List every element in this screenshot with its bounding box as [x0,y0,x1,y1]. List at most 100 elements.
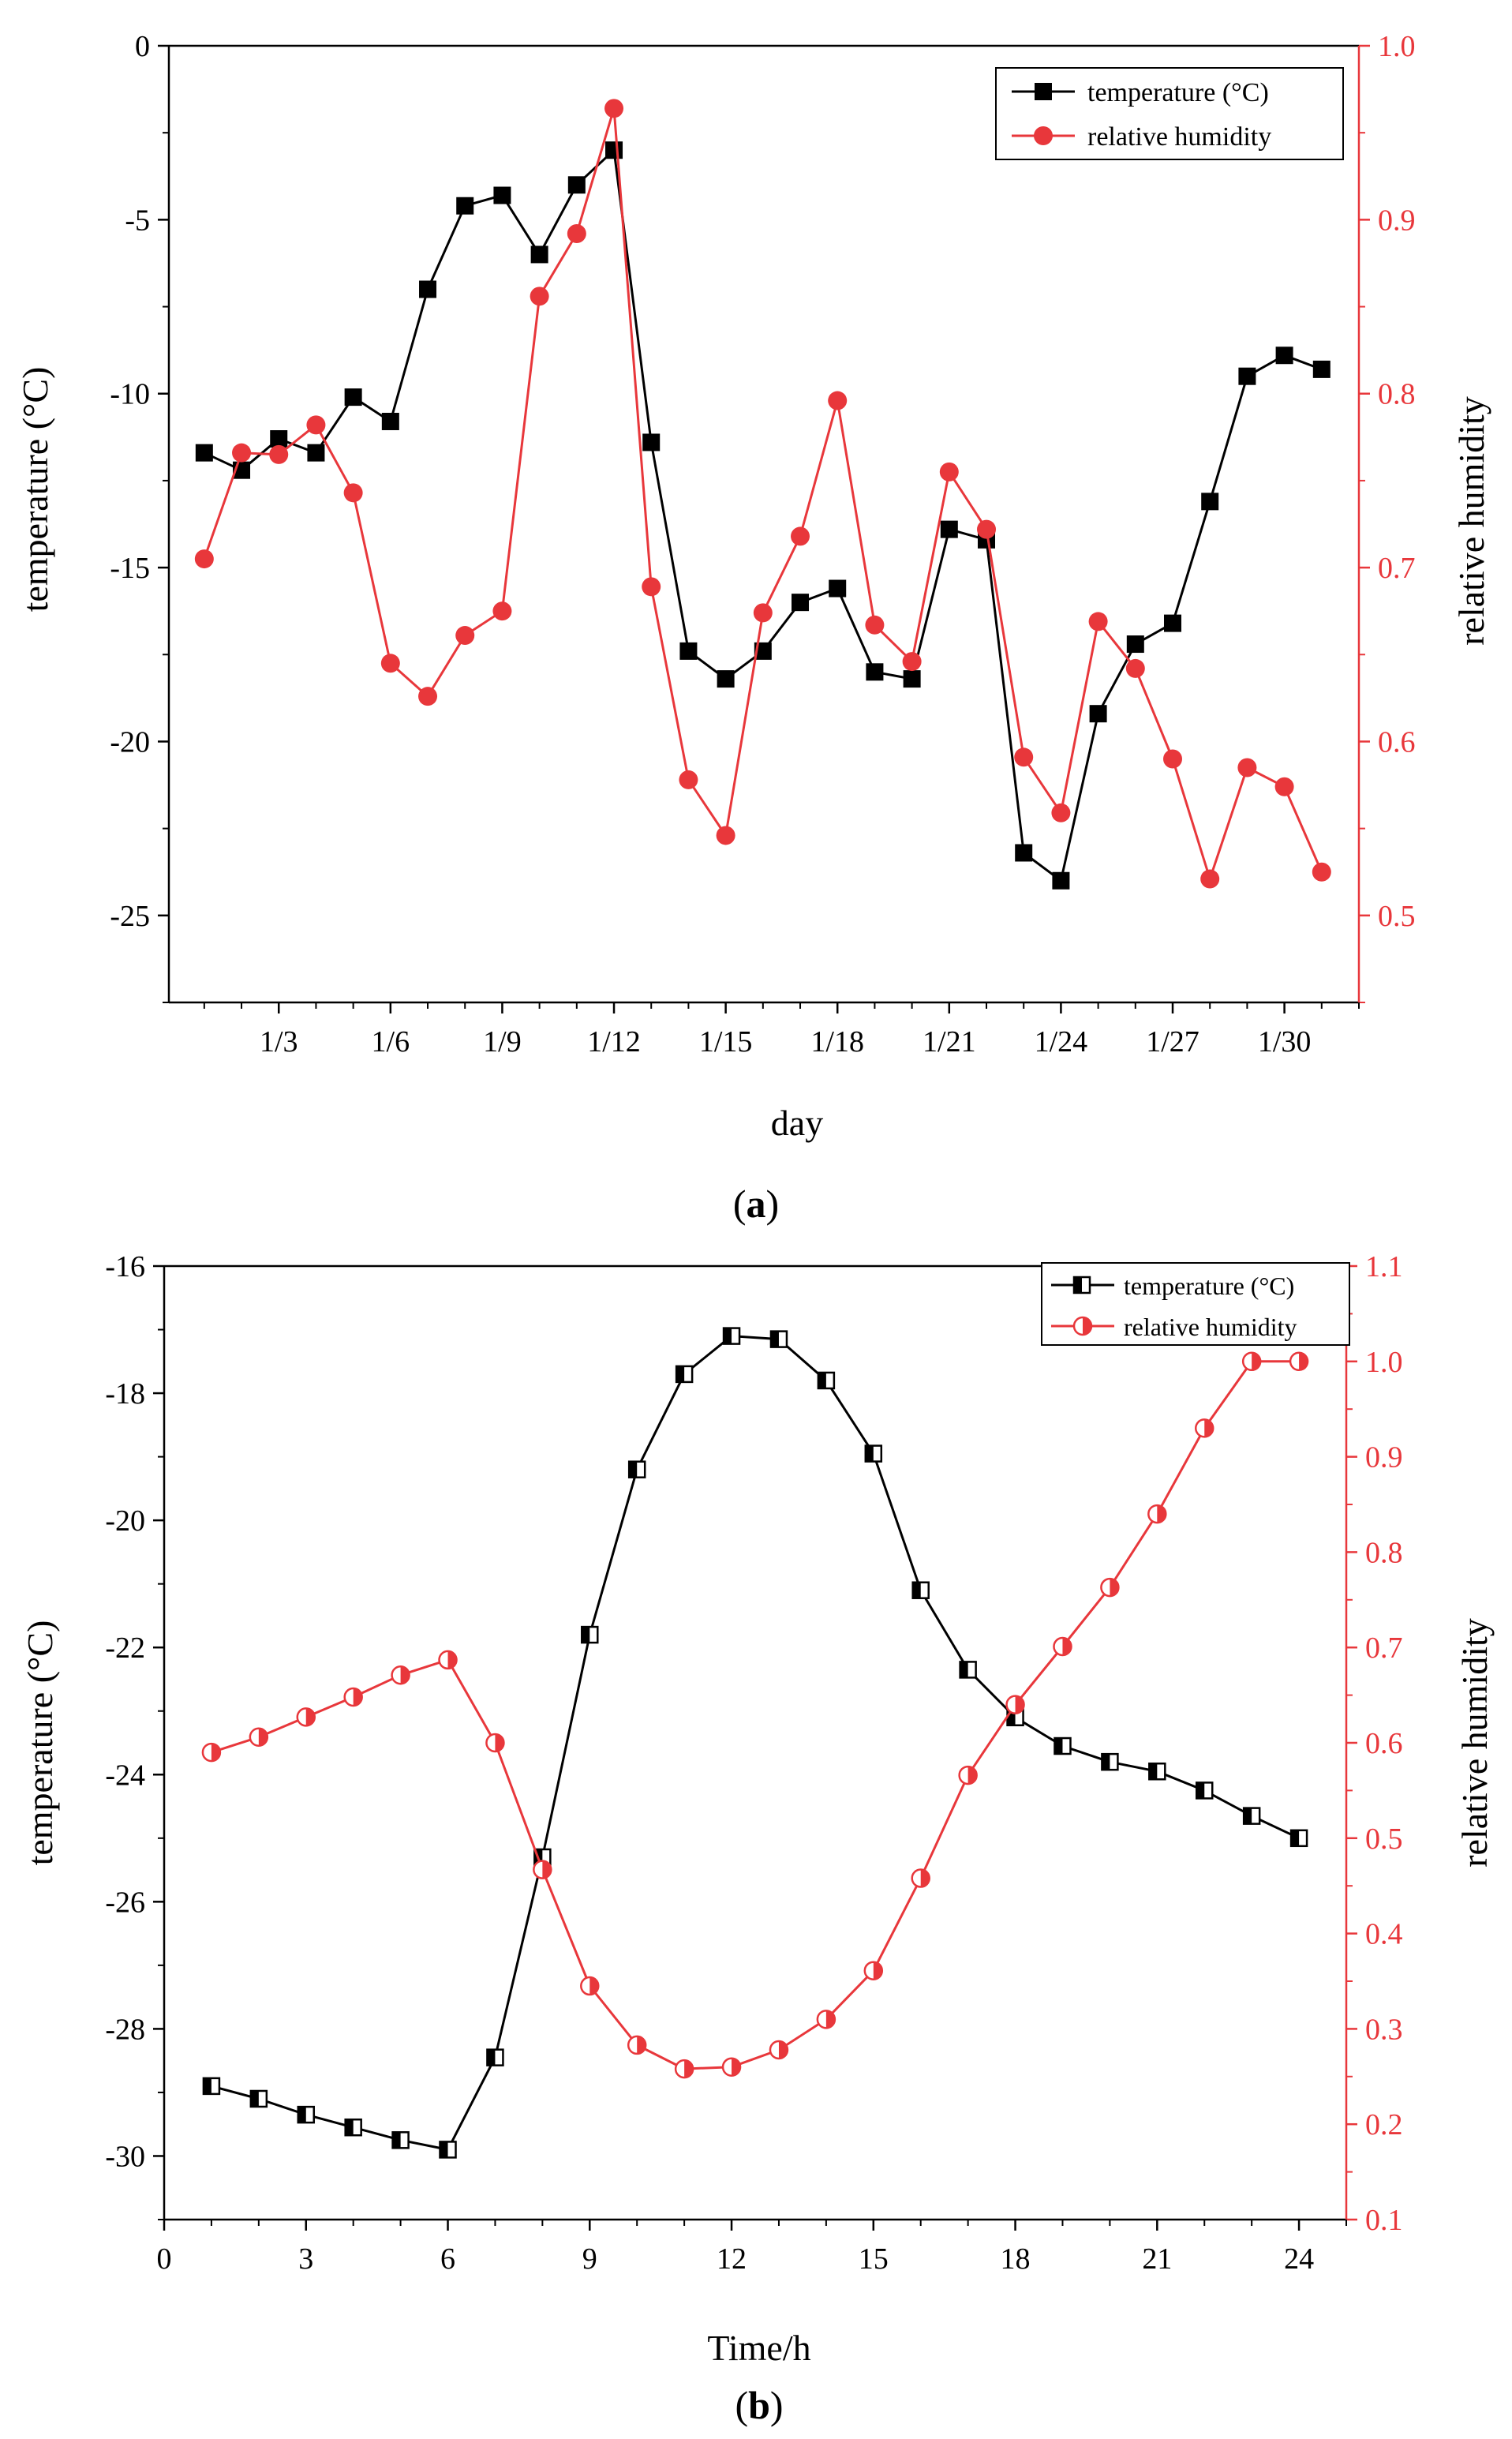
temperature-series-line [211,1335,1300,2151]
humidity-data-point [977,519,997,539]
y-tick-label: -5 [125,204,150,237]
temperature-data-point [1238,367,1256,385]
humidity-data-point [816,2010,836,2029]
legend-temperature-label: temperature (°C) [1087,78,1269,107]
humidity-data-point [1147,1504,1167,1524]
temperature-data-point [1052,871,1070,890]
temperature-data-point [344,2118,362,2137]
humidity-data-point [604,99,624,118]
y-tick-label: -20 [105,1504,145,1538]
legend-humidity-label: relative humidity [1124,1313,1297,1341]
temperature-data-point [754,642,772,660]
panel-b-label-open: ( [735,2383,748,2427]
temperature-data-point [1312,360,1330,378]
y2-tick-label: 0.5 [1365,1823,1403,1856]
temperature-data-point [1201,493,1219,511]
humidity-data-point [828,391,848,410]
humidity-data-point [201,1742,222,1763]
humidity-data-point [911,1868,930,1888]
temperature-data-point [1101,1752,1119,1771]
temperature-data-point [270,430,288,448]
x-tick-label: 24 [1284,2242,1314,2276]
humidity-data-point [533,1860,552,1879]
temperature-data-point [344,388,362,406]
humidity-data-point [902,652,922,672]
x-tick-label: 1/27 [1146,1025,1199,1058]
temperature-data-point [769,1330,788,1348]
humidity-data-point [1053,1636,1072,1657]
y2-tick-label: 0.7 [1365,1632,1403,1665]
y2-tick-label: 1.1 [1365,1250,1403,1283]
x-tick-label: 3 [298,2242,313,2276]
humidity-data-point [306,415,326,435]
humidity-data-point [1125,658,1145,678]
temperature-data-point [1289,1829,1308,1848]
y-tick-label: -30 [105,2140,145,2173]
humidity-data-point [958,1765,978,1785]
panel-a-y-axis-title: temperature (°C) [15,367,55,613]
y-tick-label: -22 [105,1632,145,1665]
x-tick-label: 18 [1001,2242,1031,2276]
humidity-data-point [721,2057,742,2077]
y-tick-label: -24 [105,1759,145,1792]
panel-b-series [201,1327,1309,2159]
humidity-data-point [1312,862,1331,882]
panel-b-label: (b) [735,2383,783,2427]
temperature-data-point [297,2105,316,2124]
humidity-data-point [530,287,549,306]
temperature-data-point [679,642,698,660]
humidity-data-point [627,2035,647,2055]
humidity-data-point [1200,869,1220,889]
temperature-data-point [829,579,847,598]
humidity-data-point [753,603,773,623]
panel-a-x-axis-title: day [771,1103,823,1143]
panel-a-series [194,99,1331,890]
temperature-data-point [1195,1781,1214,1800]
temperature-data-point [530,245,548,264]
legend-humidity-marker [1072,1316,1093,1336]
humidity-data-point [1100,1577,1120,1598]
y-tick-label: -10 [110,378,150,411]
x-tick-label: 1/12 [587,1025,641,1058]
humidity-data-point [642,577,661,597]
temperature-series-line [204,148,1323,882]
humidity-data-point [1014,747,1034,767]
legend-temperature-marker [1072,1276,1091,1294]
panel-a-y2-axis-title: relative humidity [1451,396,1491,646]
panel-a-legend: temperature (°C) relative humidity [995,67,1344,160]
temperature-data-point [1242,1807,1261,1825]
y2-tick-label: 0.6 [1378,725,1416,759]
panel-b-label-close: ) [770,2383,784,2427]
panel-b-y-axis-title: temperature (°C) [20,1620,60,1866]
y2-tick-label: 0.8 [1365,1536,1403,1569]
humidity-series-line [203,107,1323,880]
temperature-data-point [1126,635,1144,654]
humidity-data-point [438,1650,458,1670]
temperature-data-point [866,663,884,681]
humidity-data-point [769,2040,789,2060]
legend-humidity-label: relative humidity [1087,122,1271,152]
temperature-data-point [456,197,474,215]
humidity-data-point [1194,1418,1214,1438]
y-tick-label: -20 [110,725,150,759]
humidity-data-point [1289,1351,1309,1372]
x-tick-label: 9 [582,2242,597,2276]
humidity-data-point [343,483,363,503]
humidity-data-point [232,443,252,463]
x-tick-label: 1/18 [810,1025,864,1058]
panel-a-label-close: ) [766,1182,780,1226]
humidity-data-point [492,601,512,621]
y-tick-label: -15 [110,552,150,585]
x-tick-label: 1/9 [483,1025,522,1058]
y2-tick-label: 0.1 [1365,2204,1403,2237]
y2-tick-label: 1.0 [1365,1346,1403,1379]
temperature-data-point [381,412,399,430]
humidity-data-point [1241,1351,1262,1372]
humidity-data-point [791,526,810,546]
temperature-data-point [1054,1737,1072,1755]
x-tick-label: 15 [859,2242,889,2276]
humidity-data-point [249,1727,269,1748]
temperature-data-point [1148,1762,1166,1781]
panel-a-label-letter: a [747,1182,766,1226]
temperature-data-point [642,433,661,451]
